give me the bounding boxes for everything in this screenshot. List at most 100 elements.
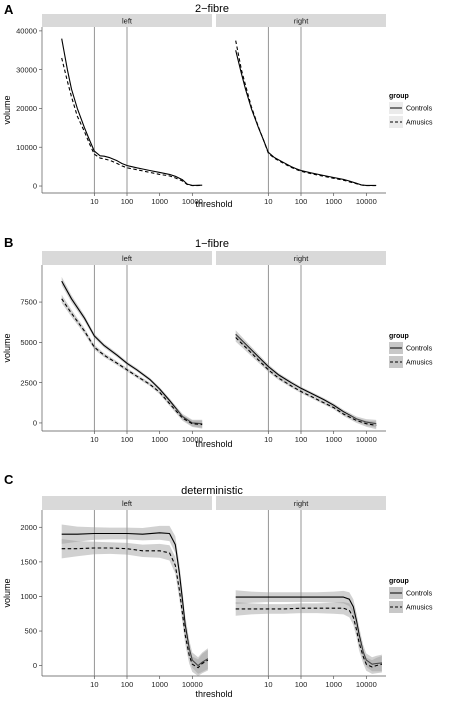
panel-b-tick-labels: 0 2500 5000 7500 10 100 1000 10000 10 100 1000 1000…: [20, 298, 376, 444]
panel-b-legend-controls: Controls: [406, 346, 433, 353]
panel-c-strip-left-label: left: [122, 499, 133, 508]
x-tick-label: 10: [90, 680, 98, 689]
x-tick-label: 10000: [182, 680, 203, 689]
y-tick-label: 40000: [16, 26, 37, 35]
series-controls-line: [61, 532, 209, 667]
series-amusics-line: [61, 57, 203, 187]
series-controls-line: [61, 280, 203, 425]
x-tick-label: 1000: [325, 197, 342, 206]
panel-a-legend-title: group: [389, 93, 409, 100]
series-amusics-line: [61, 547, 209, 669]
x-tick-label: 10000: [356, 197, 377, 206]
x-tick-label: 100: [121, 680, 134, 689]
x-tick-label: 10: [264, 435, 272, 444]
x-tick-label: 1000: [151, 680, 168, 689]
y-tick-label: 10000: [16, 143, 37, 152]
panel-c-letter: C: [4, 472, 14, 487]
y-tick-label: 1500: [20, 557, 37, 566]
panel-a-legend-amusics: Amusics: [406, 120, 433, 127]
panel-b-strip-right-label: right: [294, 254, 310, 263]
series-amusics-line: [61, 298, 203, 426]
panel-a-strip-right: [216, 14, 386, 27]
panel-a-strip-right-label: right: [294, 17, 310, 26]
panel-a-strip-left: [42, 14, 212, 27]
y-tick-label: 5000: [20, 338, 37, 347]
panel-c-legend-amusics: Amusics: [406, 605, 433, 612]
panel-c-reference-lines: [93, 510, 302, 676]
panel-a-reference-lines: [93, 27, 302, 193]
x-tick-label: 100: [295, 197, 308, 206]
panel-c-series: [61, 524, 383, 676]
panel-b-strip-left-label: left: [122, 254, 133, 263]
x-tick-label: 100: [295, 680, 308, 689]
x-tick-label: 10000: [356, 435, 377, 444]
panel-b-reference-lines: [93, 265, 302, 431]
panel-b-y-label: volume: [2, 333, 12, 362]
panel-c-legend-title: group: [389, 578, 409, 585]
series-controls-line: [235, 50, 377, 186]
panel-c-legend: group Controls Amusics: [389, 578, 433, 613]
x-tick-label: 1000: [325, 435, 342, 444]
y-tick-label: 500: [24, 627, 37, 636]
series-controls-ci-band: [235, 590, 382, 672]
panel-c-legend-controls: Controls: [406, 591, 433, 598]
series-controls-line: [235, 596, 382, 665]
panel-b-letter: B: [4, 235, 13, 250]
y-tick-label: 1000: [20, 592, 37, 601]
x-tick-label: 10000: [356, 680, 377, 689]
series-amusics-ci-band: [61, 539, 208, 676]
x-tick-label: 1000: [325, 680, 342, 689]
panel-a-legend-controls: Controls: [406, 106, 433, 113]
y-tick-label: 0: [33, 419, 37, 428]
x-tick-label: 100: [121, 435, 134, 444]
panel-c-title: deterministic: [181, 485, 243, 497]
x-tick-label: 10: [90, 435, 98, 444]
panel-c-strip-right: [216, 496, 386, 510]
y-tick-label: 0: [33, 661, 37, 670]
panel-b-series: [61, 276, 377, 430]
x-tick-label: 1000: [151, 435, 168, 444]
panel-c-tick-labels: 0 500 1000 1500 2000 10 100 1000 10000 10 100 1000 1…: [20, 523, 376, 689]
panel-c-y-label: volume: [2, 578, 12, 607]
panel-b-strip-right: [216, 251, 386, 265]
panel-c-strip-left: [42, 496, 212, 510]
y-tick-label: 0: [33, 182, 37, 191]
y-tick-label: 30000: [16, 65, 37, 74]
x-tick-label: 10: [264, 197, 272, 206]
series-controls-ci-band: [235, 330, 377, 428]
panel-a-x-label: threshold: [195, 199, 232, 209]
x-tick-label: 100: [295, 435, 308, 444]
series-amusics-line: [235, 337, 377, 426]
series-controls-line: [235, 333, 377, 425]
x-tick-label: 10: [264, 680, 272, 689]
series-amusics-ci-band: [235, 333, 377, 430]
x-tick-label: 10: [90, 197, 98, 206]
panel-c-strip-right-label: right: [294, 499, 310, 508]
y-tick-label: 2500: [20, 378, 37, 387]
panel-b-title: 1−fibre: [195, 238, 229, 250]
panel-a: A 2−fibre left right 0 10000 20000 30000 400…: [2, 2, 433, 209]
y-tick-label: 7500: [20, 298, 37, 307]
y-tick-label: 20000: [16, 104, 37, 113]
panel-b: B 1−fibre left right 0 2500 5000 7500 10 100 1…: [2, 235, 433, 449]
series-controls-ci-band: [61, 524, 208, 674]
panel-b-legend: group Controls Amusics: [389, 333, 433, 368]
panel-b-x-label: threshold: [195, 439, 232, 449]
x-tick-label: 1000: [151, 197, 168, 206]
panel-a-series: [61, 38, 377, 187]
panel-a-legend: group Controls Amusics: [389, 93, 433, 128]
panel-a-tick-labels: 0 10000 20000 30000 40000 10 100 1000 10000 10 100…: [16, 26, 377, 206]
x-tick-label: 100: [121, 197, 134, 206]
panel-a-title: 2−fibre: [195, 3, 229, 15]
panel-b-strip-left: [42, 251, 212, 265]
panel-c: C deterministic left right 0 500 1000 1500 2…: [2, 472, 433, 699]
series-controls-ci-band: [61, 276, 203, 428]
series-amusics-line: [235, 607, 383, 668]
panel-a-strip-left-label: left: [122, 17, 133, 26]
series-controls-line: [61, 38, 203, 186]
panel-b-legend-title: group: [389, 333, 409, 340]
y-tick-label: 2000: [20, 523, 37, 532]
series-amusics-line: [235, 40, 377, 187]
panel-c-x-label: threshold: [195, 689, 232, 699]
